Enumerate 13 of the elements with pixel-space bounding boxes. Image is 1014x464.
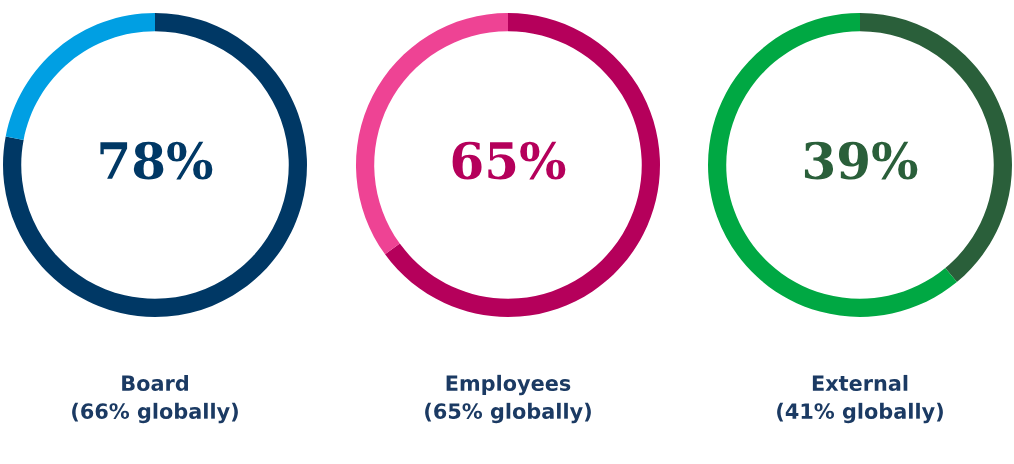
text: External — [812, 374, 908, 392]
text: (41% globally) — [777, 402, 943, 424]
text: (65% globally) — [425, 402, 591, 424]
donut-slice — [385, 13, 660, 317]
data-label: 78% — [100, 141, 213, 180]
donut-slice — [3, 13, 307, 317]
donut-slice — [708, 13, 957, 317]
text: Employees — [446, 374, 571, 396]
text: Board — [122, 374, 188, 392]
donut-slice — [5, 13, 155, 140]
text: (66% globally) — [72, 402, 238, 424]
data-label: 65% — [452, 141, 566, 180]
data-label: 39% — [804, 141, 918, 180]
